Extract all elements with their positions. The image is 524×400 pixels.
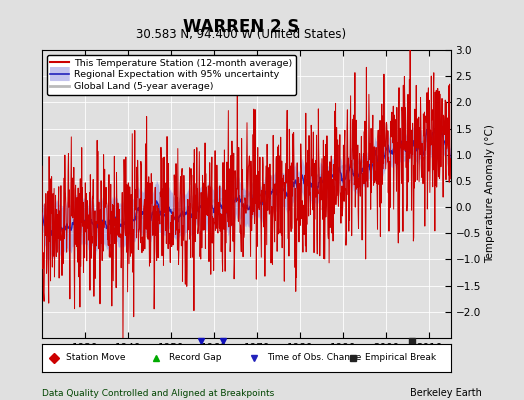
- Text: Time of Obs. Change: Time of Obs. Change: [267, 354, 361, 362]
- Text: WARREN 2 S: WARREN 2 S: [183, 18, 299, 36]
- Text: 30.583 N, 94.400 W (United States): 30.583 N, 94.400 W (United States): [136, 28, 346, 41]
- Y-axis label: Temperature Anomaly (°C): Temperature Anomaly (°C): [485, 124, 495, 264]
- Text: Record Gap: Record Gap: [169, 354, 221, 362]
- Legend: This Temperature Station (12-month average), Regional Expectation with 95% uncer: This Temperature Station (12-month avera…: [47, 55, 296, 95]
- Text: Empirical Break: Empirical Break: [365, 354, 436, 362]
- Text: Berkeley Earth: Berkeley Earth: [410, 388, 482, 398]
- Text: Station Move: Station Move: [67, 354, 126, 362]
- Text: Data Quality Controlled and Aligned at Breakpoints: Data Quality Controlled and Aligned at B…: [42, 389, 274, 398]
